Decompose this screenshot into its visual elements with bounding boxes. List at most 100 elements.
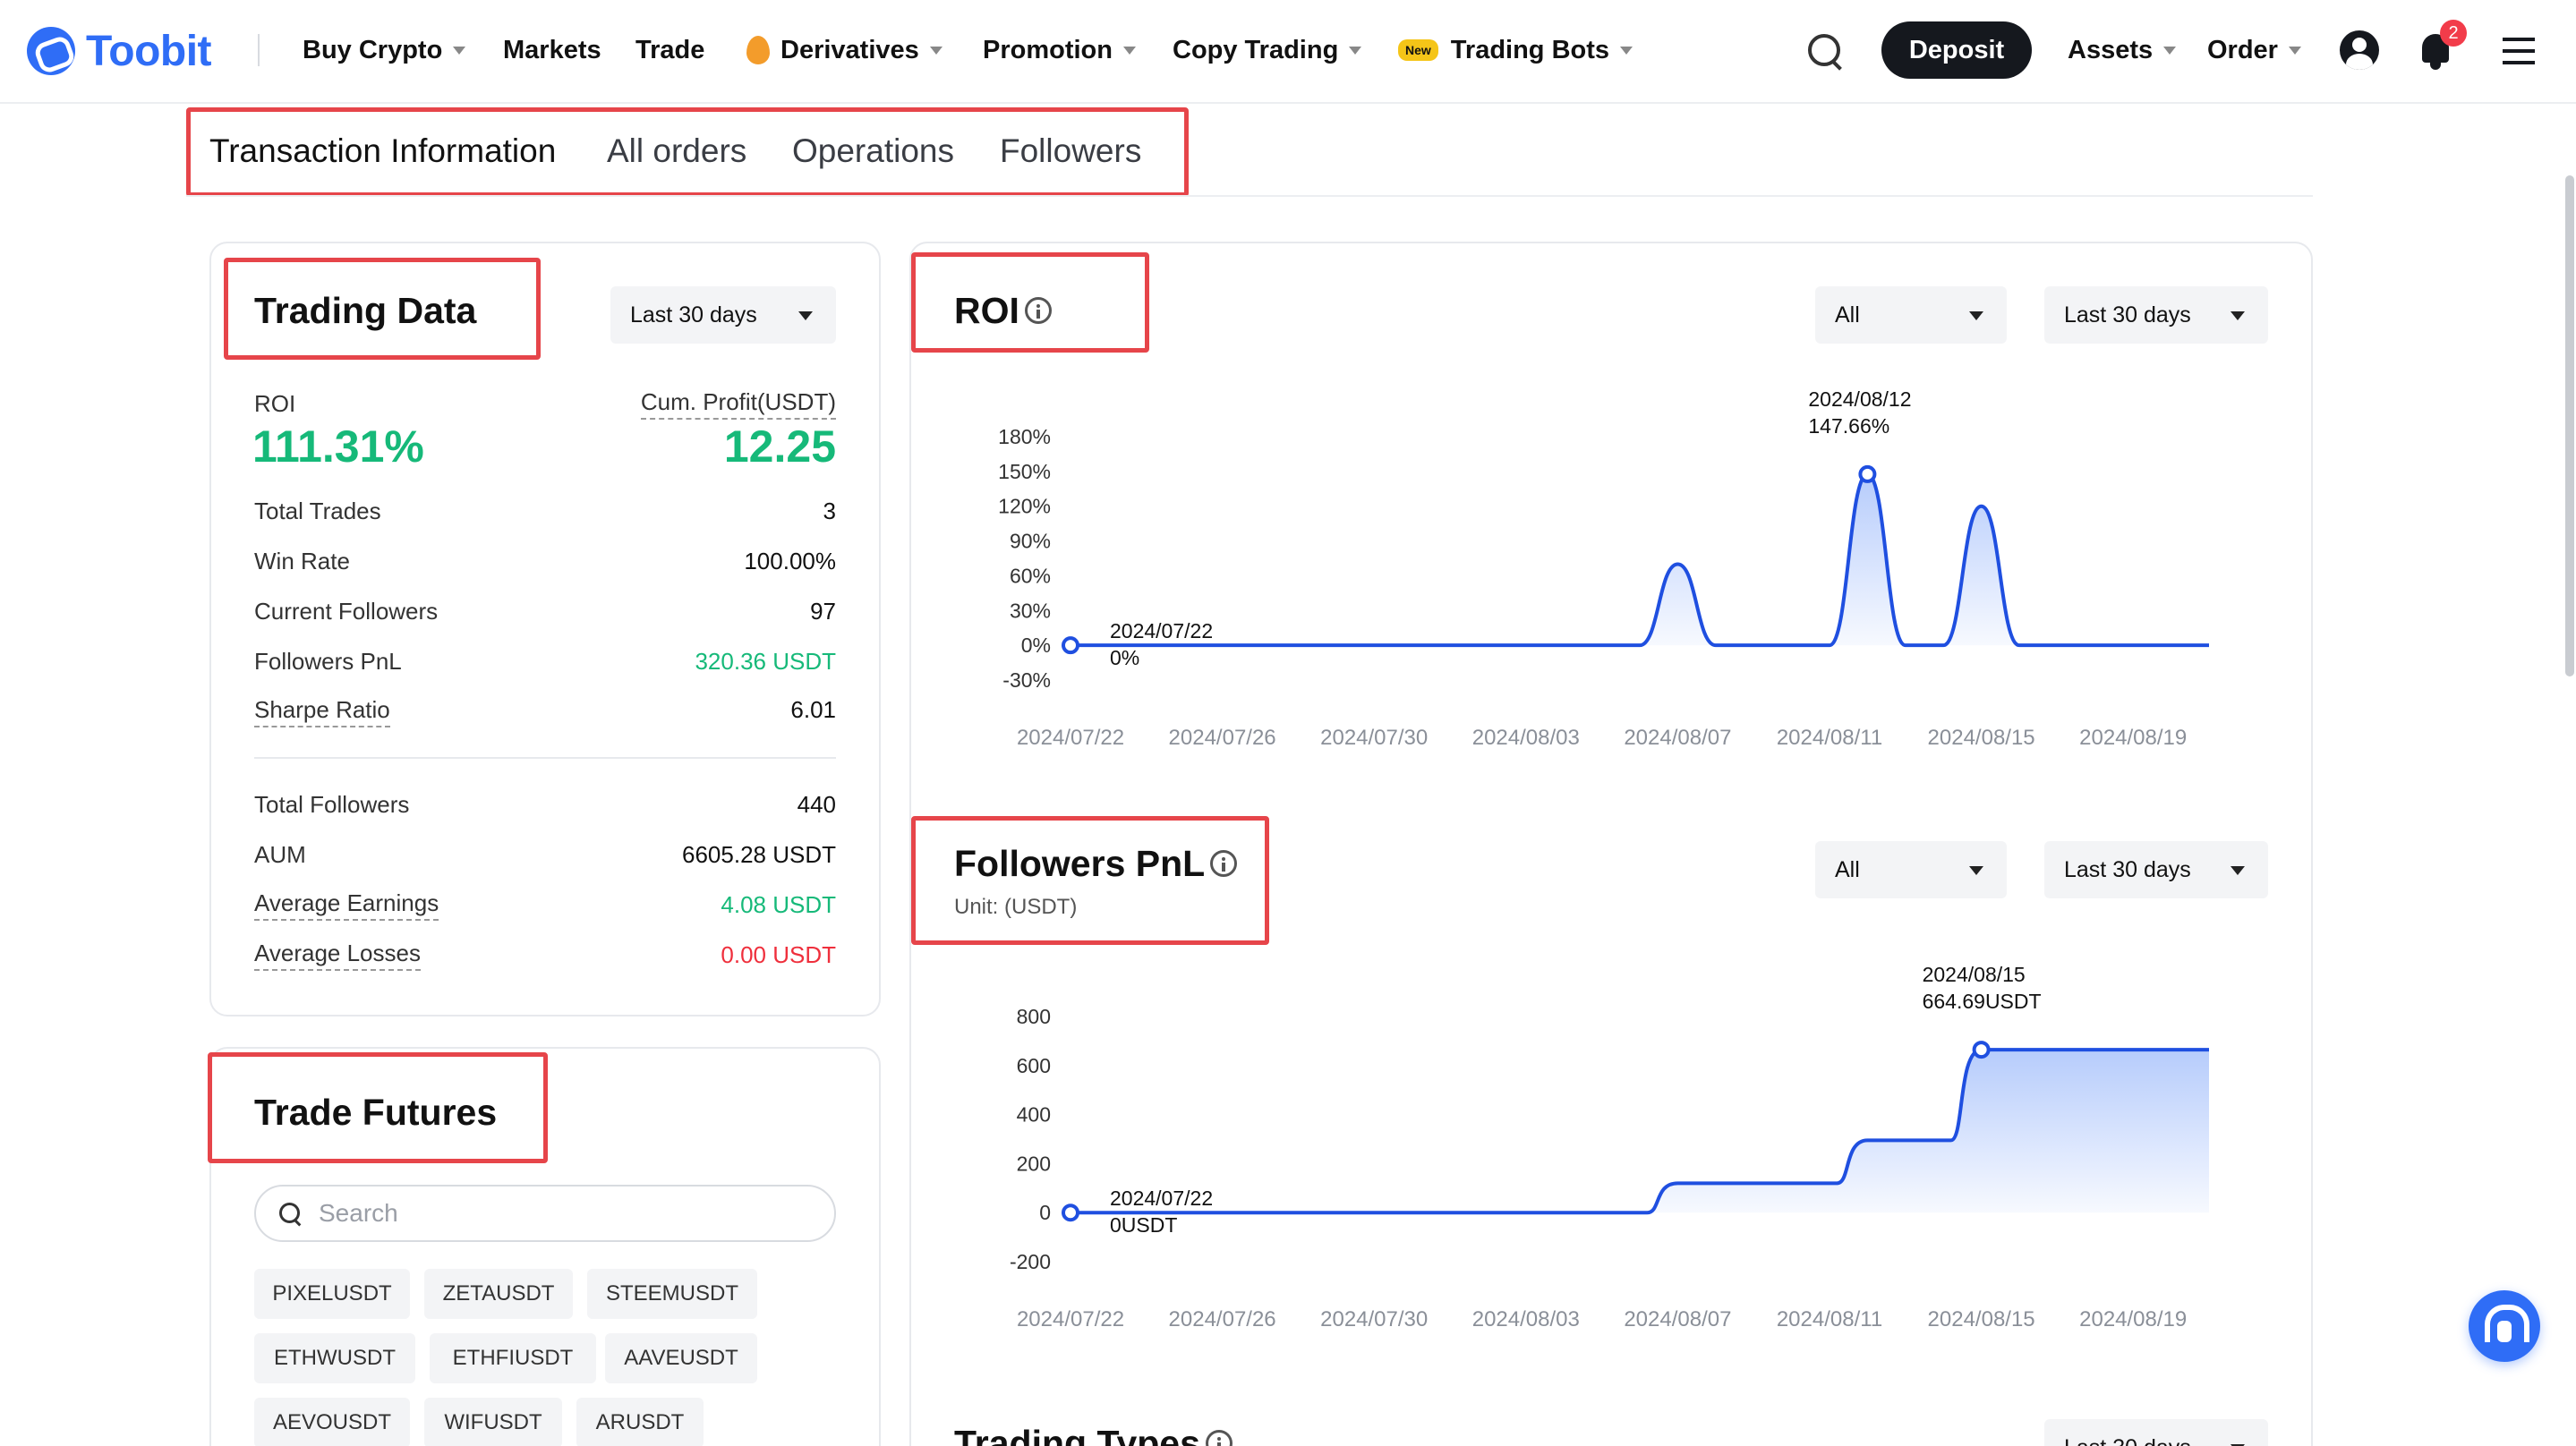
average-earnings-label[interactable]: Average Earnings [254,889,439,921]
pnl-filter-select[interactable]: All [1815,841,2007,898]
annotation-date: 2024/08/12 [1808,387,1911,411]
tabs-highlight-box [186,107,1189,197]
futures-chip-wifusdt[interactable]: WIFUSDT [424,1398,562,1446]
nav-promotion[interactable]: Promotion [983,30,1136,70]
sharpe-ratio-value: 6.01 [790,696,836,723]
futures-chip-steemusdt[interactable]: STEEMUSDT [587,1269,757,1319]
nav-trading-bots[interactable]: New Trading Bots [1398,30,1633,70]
futures-chip-arusdt[interactable]: ARUSDT [576,1398,704,1446]
followers-pnl-chart[interactable]: 800 600 400 200 0 -200 2024/07/22 2024/07/26 202… [909,957,2313,1333]
chevron-down-icon [2163,46,2177,55]
trading-data-period-select[interactable]: Last 30 days [610,286,836,344]
x-tick-label: 2024/07/22 [1017,726,1124,750]
nav-copy-trading[interactable]: Copy Trading [1173,30,1362,70]
followers-pnl-label: Followers PnL [254,648,402,675]
y-tick-label: 60% [1010,564,1051,587]
y-tick-label: -200 [1010,1250,1051,1273]
notification-badge: 2 [2440,20,2467,47]
futures-chip-aevousdt[interactable]: AEVOUSDT [254,1398,410,1446]
nav-copy-trading-label: Copy Trading [1173,35,1339,64]
followers-pnl-title: Followers PnL [954,843,1238,885]
trading-types-title: Trading Types [954,1423,1233,1446]
x-tick-label: 2024/07/22 [1017,1307,1124,1331]
caret-down-icon [2231,866,2245,875]
trading-types-title-text: Trading Types [954,1423,1200,1446]
annotation-value: 664.69USDT [1923,990,2042,1013]
trading-data-title-highlight [224,258,541,360]
tab-transaction-information[interactable]: Transaction Information [209,132,557,169]
nav-derivatives[interactable]: Derivatives [746,30,943,70]
tabs-divider [186,195,2313,197]
trading-data-divider [254,757,836,759]
futures-search-input[interactable]: Search [254,1185,836,1242]
customer-support-headset-icon[interactable] [2469,1290,2540,1362]
nav-assets-label: Assets [2068,35,2154,64]
search-icon [279,1203,303,1226]
caret-down-icon [1969,311,1983,320]
hamburger-menu-icon[interactable] [2503,38,2535,64]
aum-value: 6605.28 USDT [682,841,836,868]
average-losses-label[interactable]: Average Losses [254,940,421,971]
cum-profit-label[interactable]: Cum. Profit(USDT) [640,388,836,420]
roi-title: ROI [954,290,1052,332]
annotation-value: 0% [1110,646,1139,669]
nav-derivatives-label: Derivatives [780,35,919,64]
x-tick-label: 2024/08/07 [1624,726,1731,750]
user-avatar-icon[interactable] [2340,30,2379,70]
trade-futures-title: Trade Futures [254,1092,498,1133]
futures-chip-zetausdt[interactable]: ZETAUSDT [424,1269,573,1319]
x-tick-label: 2024/08/15 [1928,1307,2035,1331]
toobit-logo-icon [27,27,75,75]
nav-markets[interactable]: Markets [503,30,601,70]
nav-trade[interactable]: Trade [635,30,704,70]
tab-operations[interactable]: Operations [792,132,954,169]
roi-period-value: Last 30 days [2064,302,2191,327]
win-rate-value: 100.00% [744,548,836,574]
average-losses-value: 0.00 USDT [721,941,836,968]
nav-order-label: Order [2207,35,2278,64]
page-scrollbar[interactable] [2565,175,2574,676]
info-icon[interactable] [1205,1430,1233,1446]
nav-order[interactable]: Order [2207,30,2301,70]
nav-assets[interactable]: Assets [2068,30,2177,70]
futures-chip-ethwusdt[interactable]: ETHWUSDT [254,1333,415,1383]
sharpe-ratio-label[interactable]: Sharpe Ratio [254,696,390,727]
logo-text: Toobit [86,27,212,75]
annotation-date: 2024/07/22 [1110,619,1213,642]
chevron-down-icon [1349,46,1362,55]
y-tick-label: 180% [998,425,1051,448]
futures-chip-aaveusdt[interactable]: AAVEUSDT [605,1333,757,1383]
roi-period-select[interactable]: Last 30 days [2044,286,2268,344]
info-icon[interactable] [1210,850,1238,878]
x-tick-label: 2024/08/03 [1472,1307,1580,1331]
deposit-button[interactable]: Deposit [1881,21,2032,79]
tab-followers[interactable]: Followers [1000,132,1142,169]
futures-chip-ethfiusdt[interactable]: ETHFIUSDT [430,1333,596,1383]
trading-data-title: Trading Data [254,290,477,331]
chevron-down-icon [929,46,943,55]
followers-pnl-title-text: Followers PnL [954,843,1206,884]
x-tick-label: 2024/08/19 [2079,726,2187,750]
annotation-date: 2024/08/15 [1923,963,2026,986]
y-tick-label: 800 [1017,1005,1051,1028]
futures-chip-pixelusdt[interactable]: PIXELUSDT [254,1269,410,1319]
trading-types-period-select[interactable]: Last 30 days [2044,1419,2268,1446]
y-tick-label: 0 [1039,1201,1051,1224]
roi-chart[interactable]: 180% 150% 120% 90% 60% 30% 0% -30% 2024/07/22 202… [909,376,2313,752]
search-icon[interactable] [1806,32,1844,70]
aum-label: AUM [254,841,306,868]
flame-icon [746,36,770,64]
total-trades-value: 3 [823,498,836,524]
annotation-date: 2024/07/22 [1110,1187,1213,1210]
roi-filter-select[interactable]: All [1815,286,2007,344]
chevron-down-icon [1123,46,1136,55]
x-tick-label: 2024/07/30 [1320,726,1428,750]
info-icon[interactable] [1024,297,1052,325]
tab-all-orders[interactable]: All orders [607,132,747,169]
toobit-logo[interactable]: Toobit [27,25,212,77]
roi-title-highlight [911,252,1149,353]
y-tick-label: -30% [1002,668,1051,692]
pnl-period-select[interactable]: Last 30 days [2044,841,2268,898]
nav-buy-crypto[interactable]: Buy Crypto [303,30,466,70]
data-point-marker [1858,464,1877,483]
